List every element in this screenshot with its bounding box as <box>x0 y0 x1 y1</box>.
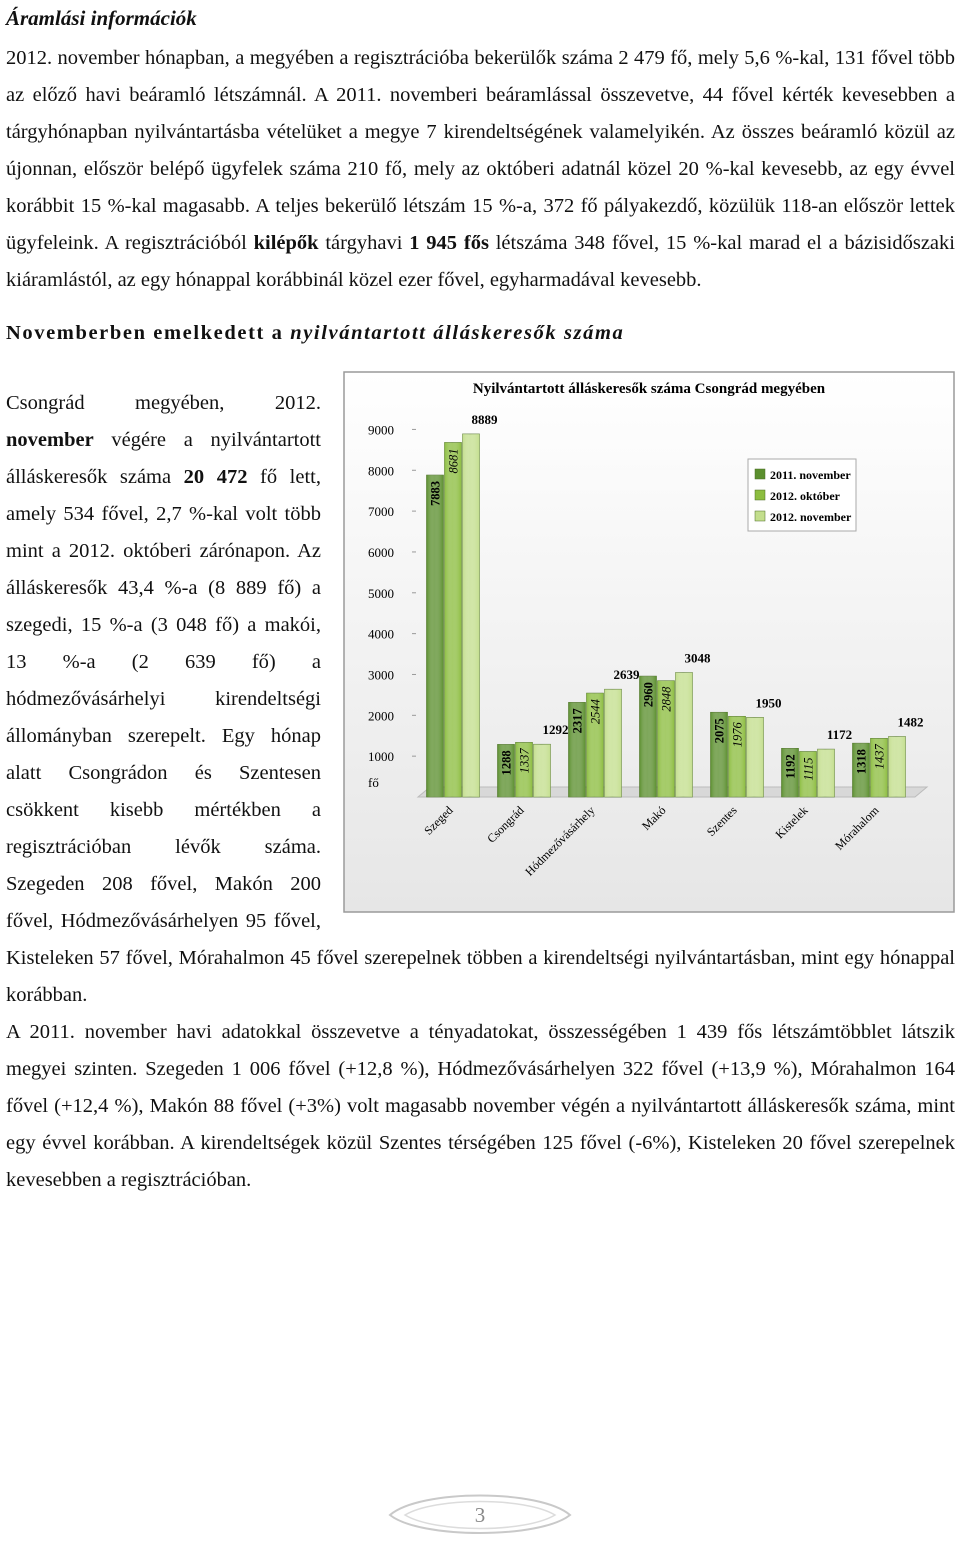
bar-shine <box>568 702 586 797</box>
text-run: kilépők <box>253 232 319 254</box>
legend-label: 2011. november <box>770 468 851 482</box>
text-run: Csongrád megyében, 2012. <box>6 392 321 414</box>
chart-title: Nyilvántartott álláskeresők száma Csongr… <box>473 381 826 397</box>
text-run: 2012. november hónapban, a megyében a re… <box>6 47 955 254</box>
bar-shine <box>888 736 906 797</box>
y-tick-label: 1000 <box>368 749 394 764</box>
legend-swatch <box>754 468 766 480</box>
value-label: 1288 <box>500 750 514 775</box>
value-label: 1192 <box>784 754 798 778</box>
value-label: 2317 <box>571 708 585 733</box>
bar-shine <box>799 751 817 797</box>
value-label: 1337 <box>518 748 532 774</box>
text-run: Novemberben emelkedett a <box>6 322 291 344</box>
bar-shine <box>586 693 604 797</box>
heading: Áramlási információk <box>6 6 197 30</box>
bar-shine <box>444 442 462 797</box>
legend-swatch <box>754 510 766 522</box>
bar-shine <box>870 738 888 797</box>
legend-box <box>747 458 857 532</box>
bar-shine <box>497 744 515 797</box>
text-run: november <box>6 429 94 451</box>
bar-shine <box>852 743 870 797</box>
ribbon <box>388 1494 572 1534</box>
text-run: tárgyhavi <box>318 232 410 254</box>
bar-shine <box>728 716 746 797</box>
bar-shine <box>817 749 835 797</box>
page-number-ribbon: 3 <box>388 1494 572 1534</box>
bar-shine <box>426 475 444 797</box>
bar-shine <box>746 717 764 797</box>
value-label: 1482 <box>898 714 924 729</box>
value-label: 8889 <box>472 412 499 427</box>
value-label: 1976 <box>731 722 745 748</box>
bar-shine <box>639 676 657 797</box>
chart-container: Nyilvántartott álláskeresők száma Csongr… <box>343 371 955 913</box>
value-label: 1318 <box>855 749 869 774</box>
value-label: 1950 <box>756 695 782 710</box>
legend-label: 2012. október <box>770 489 841 503</box>
y-tick-label: 5000 <box>368 586 394 601</box>
bar-shine <box>604 689 622 797</box>
y-tick-label: 6000 <box>368 545 394 560</box>
text-run: fő lett, amely 534 fővel, 2,7 %-kal volt… <box>6 466 955 1006</box>
value-label: 2075 <box>713 718 727 743</box>
bar-shine <box>533 744 551 797</box>
value-label: 1115 <box>802 757 816 780</box>
legend-label: 2012. november <box>770 510 852 524</box>
text-run: létszáma 348 fővel, 15 %-kal marad el a … <box>6 232 955 291</box>
chart: Nyilvántartott álláskeresők száma Csongr… <box>343 371 955 913</box>
value-label: 8681 <box>447 448 461 473</box>
value-label: 2544 <box>589 699 603 724</box>
y-tick-label: 2000 <box>368 708 394 723</box>
bar-shine <box>657 680 675 797</box>
y-tick-label: 8000 <box>368 463 394 478</box>
text-run: nyilvántartott álláskeresők száma <box>290 322 625 344</box>
y-tick-label: 4000 <box>368 627 394 642</box>
ribbon <box>403 1500 557 1530</box>
value-label: 7883 <box>429 481 443 506</box>
text-run: 1 945 fős <box>409 232 489 254</box>
paragraph-text: Csongrád megyében, 2012. november végére… <box>6 392 955 1006</box>
value-label: 1292 <box>543 722 569 737</box>
bar-shine <box>781 748 799 797</box>
bar-shine <box>710 712 728 797</box>
y-axis-label: fő <box>368 775 379 790</box>
y-tick-label: 7000 <box>368 504 394 519</box>
bar-shine <box>515 742 533 797</box>
subheading: Novemberben emelkedett a nyilvántartott … <box>6 315 955 352</box>
bar-shine <box>462 433 480 797</box>
value-label: 3048 <box>685 651 712 666</box>
paragraph: Nyilvántartott álláskeresők száma Csongr… <box>6 371 955 1014</box>
text-run: A 2011. november havi adatokkal összevet… <box>6 1021 955 1191</box>
value-label: 1172 <box>827 727 852 742</box>
value-label: 2960 <box>642 682 656 707</box>
document: Áramlási információk 2012. november hóna… <box>6 0 955 1199</box>
value-label: 2639 <box>614 667 641 682</box>
legend-swatch <box>754 489 766 501</box>
y-tick-label: 3000 <box>368 667 394 682</box>
paragraph: 2012. november hónapban, a megyében a re… <box>6 40 955 299</box>
bar-shine <box>675 672 693 797</box>
value-label: 1437 <box>873 744 887 770</box>
text-run: 20 472 <box>183 466 248 488</box>
paragraph: A 2011. november havi adatokkal összevet… <box>6 1014 955 1199</box>
page-number: 3 <box>475 1503 486 1527</box>
text-run: végére a nyilvántartott álláskeresők szá… <box>6 429 321 488</box>
y-tick-label: 9000 <box>368 422 394 437</box>
value-label: 2848 <box>660 686 674 712</box>
